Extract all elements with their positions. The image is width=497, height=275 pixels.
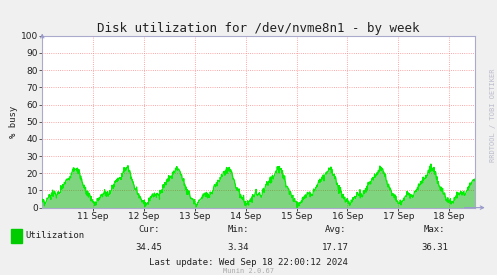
Text: 17.17: 17.17 <box>322 243 349 252</box>
Text: RRDTOOL / TOBI OETIKER: RRDTOOL / TOBI OETIKER <box>490 69 496 162</box>
Text: 36.31: 36.31 <box>421 243 448 252</box>
Text: Cur:: Cur: <box>138 226 160 234</box>
Y-axis label: % busy: % busy <box>9 106 18 138</box>
Text: Munin 2.0.67: Munin 2.0.67 <box>223 268 274 274</box>
Text: Avg:: Avg: <box>325 226 346 234</box>
Text: Max:: Max: <box>424 226 446 234</box>
Text: Min:: Min: <box>228 226 249 234</box>
Text: 34.45: 34.45 <box>136 243 163 252</box>
Text: Utilization: Utilization <box>26 232 85 240</box>
Text: 3.34: 3.34 <box>228 243 249 252</box>
Title: Disk utilization for /dev/nvme8n1 - by week: Disk utilization for /dev/nvme8n1 - by w… <box>97 21 419 35</box>
Text: Last update: Wed Sep 18 22:00:12 2024: Last update: Wed Sep 18 22:00:12 2024 <box>149 258 348 267</box>
